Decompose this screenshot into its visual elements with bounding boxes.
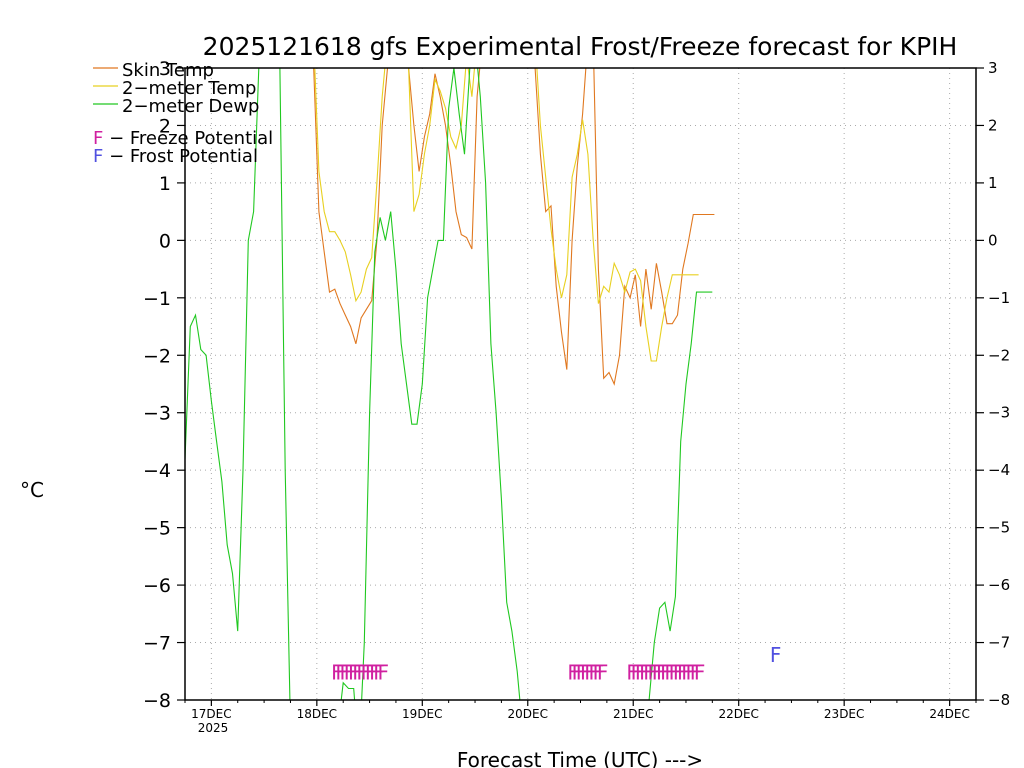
x-tick-label: 23DEC xyxy=(824,707,864,721)
y-tick-label-right: 0 xyxy=(988,231,998,249)
y-tick-label-left: 3 xyxy=(159,58,171,80)
freeze-marker: F xyxy=(593,660,605,684)
freeze-marker: F xyxy=(673,660,685,684)
series-line-skin-temp xyxy=(313,68,715,386)
freeze-marker: F xyxy=(681,660,693,684)
freeze-marker: F xyxy=(344,660,356,684)
freeze-marker: F xyxy=(567,660,579,684)
frost-marker: F xyxy=(770,643,782,667)
y-tick-label-left: 2 xyxy=(159,115,171,137)
freeze-letter: F xyxy=(93,128,103,149)
y-tick-label-left: −5 xyxy=(143,518,171,540)
freeze-marker: F xyxy=(352,660,364,684)
freeze-marker: F xyxy=(335,660,347,684)
legend-label-2m-temp: 2−meter Temp xyxy=(122,78,256,99)
y-tick-label-right: −3 xyxy=(988,404,1010,422)
x-axis: 17DEC 18DEC 19DEC 20DEC 21DEC 22DEC 23DEC 24DEC xyxy=(184,700,977,721)
series-layer xyxy=(185,68,715,700)
y-tick-label-right: −7 xyxy=(988,634,1010,652)
y-axis-right: 3 2 1 0 −1 −2 −3 −4 −5 −6 −7 −8 xyxy=(976,59,1010,709)
y-tick-label-right: −8 xyxy=(988,691,1010,709)
legend-freeze-potential: F − Freeze Potential xyxy=(93,128,273,149)
x-axis-label: Forecast Time (UTC) ---> xyxy=(457,748,703,768)
freeze-marker: F xyxy=(369,660,381,684)
freeze-marker: F xyxy=(660,660,672,684)
x-year-label: 2025 xyxy=(198,721,229,735)
y-tick-label-right: −6 xyxy=(988,576,1010,594)
plot-frame xyxy=(184,67,977,701)
freeze-marker: F xyxy=(694,660,706,684)
y-tick-label-left: −1 xyxy=(143,288,171,310)
freeze-marker: F xyxy=(378,660,390,684)
grid-lines xyxy=(185,67,976,701)
y-tick-label-right: −1 xyxy=(988,289,1010,307)
x-tick-label: 24DEC xyxy=(929,707,969,721)
legend: Skin Temp 2−meter Temp 2−meter Dewp F − … xyxy=(93,60,273,167)
y-tick-label-left: −8 xyxy=(143,690,171,712)
y-tick-label-right: −2 xyxy=(988,346,1010,364)
y-axis-label: °C xyxy=(20,478,44,502)
freeze-marker: F xyxy=(635,660,647,684)
freeze-marker: F xyxy=(648,660,660,684)
freeze-marker: F xyxy=(572,660,584,684)
freeze-marker: F xyxy=(652,660,664,684)
y-tick-label-left: −2 xyxy=(143,345,171,367)
freeze-marker: F xyxy=(588,660,600,684)
x-tick-label: 18DEC xyxy=(297,707,337,721)
freeze-marker: F xyxy=(669,660,681,684)
freeze-text: − Freeze Potential xyxy=(103,128,273,149)
freeze-marker: F xyxy=(373,660,385,684)
y-tick-label-left: 1 xyxy=(159,173,171,195)
freeze-marker: F xyxy=(348,660,360,684)
frost-letter: F xyxy=(93,146,103,167)
legend-label-2m-dewp: 2−meter Dewp xyxy=(122,96,259,117)
freeze-marker: F xyxy=(361,660,373,684)
x-tick-label: 17DEC xyxy=(191,707,231,721)
freeze-marker: F xyxy=(597,660,609,684)
freeze-marker: F xyxy=(685,660,697,684)
freeze-marker: F xyxy=(690,660,702,684)
x-tick-label: 20DEC xyxy=(508,707,548,721)
series-line-2-meter-dewp xyxy=(185,68,713,700)
freeze-marker: F xyxy=(365,660,377,684)
legend-label-skin-temp: Skin Temp xyxy=(122,60,214,81)
x-tick-label: 21DEC xyxy=(613,707,653,721)
y-tick-label-right: −4 xyxy=(988,461,1010,479)
legend-frost-potential: F − Frost Potential xyxy=(93,146,258,167)
y-tick-label-left: −3 xyxy=(143,403,171,425)
freeze-marker: F xyxy=(584,660,596,684)
y-tick-label-right: 1 xyxy=(988,174,998,192)
freeze-marker: F xyxy=(643,660,655,684)
x-tick-label: 19DEC xyxy=(402,707,442,721)
freeze-marker: F xyxy=(631,660,643,684)
y-tick-label-right: 3 xyxy=(988,59,998,77)
freeze-marker: F xyxy=(656,660,668,684)
y-tick-label-left: −7 xyxy=(143,633,171,655)
freeze-marker: F xyxy=(626,660,638,684)
y-axis-left: 3 2 1 0 −1 −2 −3 −4 −5 −6 −7 −8 xyxy=(143,58,185,712)
freeze-marker: F xyxy=(677,660,689,684)
y-tick-label-right: −5 xyxy=(988,519,1010,537)
freeze-marker: F xyxy=(576,660,588,684)
freeze-marker: F xyxy=(580,660,592,684)
y-tick-label-left: −6 xyxy=(143,575,171,597)
freeze-marker: F xyxy=(340,660,352,684)
y-tick-label-left: −4 xyxy=(143,460,171,482)
y-tick-label-left: 0 xyxy=(159,230,171,252)
series-line-2-meter-temp xyxy=(314,68,699,362)
y-tick-label-right: 2 xyxy=(988,116,998,134)
x-tick-label: 22DEC xyxy=(718,707,758,721)
freeze-marker: F xyxy=(331,660,343,684)
frost-text: − Frost Potential xyxy=(103,146,258,167)
chart-title: 2025121618 gfs Experimental Frost/Freeze… xyxy=(203,32,958,61)
freeze-marker: F xyxy=(639,660,651,684)
freeze-marker: F xyxy=(356,660,368,684)
freeze-marker: F xyxy=(664,660,676,684)
